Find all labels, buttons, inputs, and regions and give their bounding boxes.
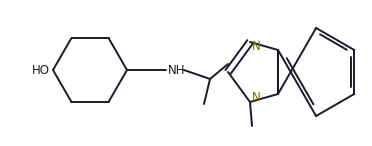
Text: N: N xyxy=(252,91,261,104)
Text: HO: HO xyxy=(32,64,50,77)
Text: NH: NH xyxy=(168,64,186,77)
Text: N: N xyxy=(252,40,261,53)
